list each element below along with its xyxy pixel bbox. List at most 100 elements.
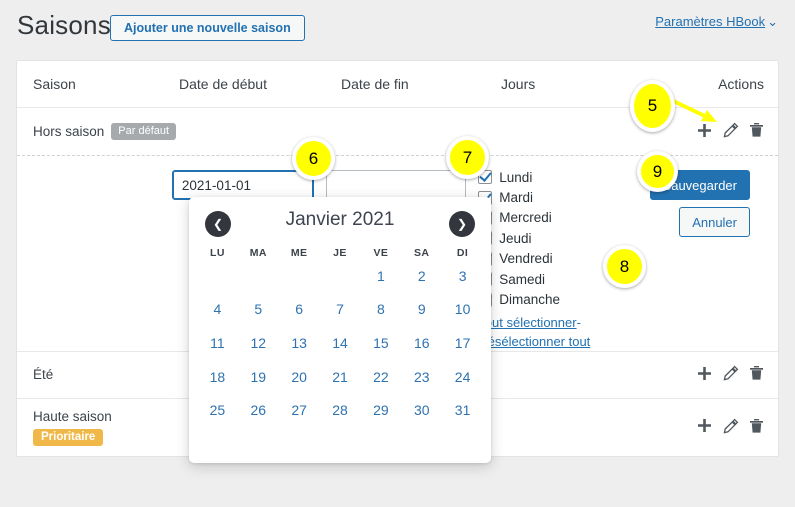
weekday-label: JE [333, 247, 347, 259]
datepicker-day[interactable]: 27 [291, 402, 307, 419]
datepicker-day[interactable]: 2 [417, 267, 426, 284]
day-label: Mardi [499, 190, 534, 206]
day-label: Mercredi [499, 210, 552, 226]
page-header: Saisons Ajouter une nouvelle saison Para… [0, 0, 795, 60]
trash-icon[interactable] [749, 418, 764, 434]
links-separator: - [576, 314, 581, 330]
callout-badge-7: 7 [446, 136, 489, 179]
column-header-actions: Actions [718, 76, 764, 92]
datepicker-day[interactable]: 19 [250, 368, 267, 385]
season-edit-row: Lundi Mardi Mercredi Jeudi Vendredi Samedi Dim… [17, 156, 778, 352]
actions-cell [681, 122, 778, 142]
datepicker-day[interactable]: 7 [336, 301, 344, 318]
actions-cell [681, 417, 778, 437]
day-label: Vendredi [499, 251, 553, 267]
trash-icon[interactable] [749, 365, 764, 381]
season-name-cell: Hors saison Par défaut [17, 123, 179, 140]
column-header-days: Jours [501, 76, 536, 92]
weekday-label: DI [456, 247, 469, 259]
chevron-left-icon[interactable]: ❮ [205, 211, 231, 237]
column-header-season: Saison [33, 76, 76, 92]
datepicker-day[interactable]: 3 [458, 267, 467, 284]
datepicker-day[interactable]: 13 [291, 334, 307, 351]
column-header-start-date: Date de début [179, 76, 267, 92]
callout-badge-8: 8 [603, 245, 646, 288]
day-label: Lundi [499, 169, 533, 185]
datepicker-day[interactable]: 8 [376, 301, 385, 318]
datepicker-day[interactable]: 1 [376, 267, 385, 284]
callout-badge-5: 5 [630, 80, 675, 132]
plus-icon[interactable] [696, 122, 713, 139]
pencil-icon[interactable] [723, 418, 739, 434]
datepicker-day[interactable]: 17 [454, 334, 471, 351]
datepicker-day[interactable]: 23 [413, 368, 430, 385]
datepicker-day[interactable]: 14 [332, 334, 348, 351]
datepicker-day[interactable]: 12 [250, 334, 267, 351]
plus-icon[interactable] [696, 417, 713, 434]
datepicker-day[interactable]: 30 [413, 402, 430, 419]
checkbox-lundi[interactable] [478, 170, 493, 185]
datepicker-weekday-row: LU MA ME JE VE SA DI [189, 247, 491, 259]
chevron-right-icon[interactable]: ❯ [449, 211, 475, 237]
chevron-down-icon: ⌄ [767, 14, 778, 29]
end-date-field-cell [326, 170, 478, 200]
table-row: Haute saison Prioritaire [17, 399, 778, 456]
day-label: Dimanche [499, 292, 561, 308]
datepicker-day[interactable]: 5 [254, 301, 263, 318]
datepicker-day[interactable]: 28 [332, 402, 348, 419]
datepicker-day[interactable]: 24 [454, 368, 471, 385]
datepicker-header: ❮ Janvier 2021 ❯ [189, 197, 491, 247]
datepicker-day[interactable]: 16 [413, 334, 430, 351]
datepicker-day[interactable]: 11 [210, 334, 225, 351]
trash-icon[interactable] [749, 122, 764, 138]
select-links: Tout sélectionner- Désélectionner tout [478, 313, 606, 351]
column-header-end-date: Date de fin [341, 76, 409, 92]
datepicker-day[interactable]: 22 [373, 368, 389, 385]
datepicker-week-row: 4 5 6 7 8 9 10 [189, 293, 491, 327]
season-name-cell: Haute saison Prioritaire [17, 409, 179, 446]
status-badge: Par défaut [111, 123, 177, 140]
hbook-settings-link[interactable]: Paramètres HBook ⌄ [655, 14, 778, 30]
weekday-label: VE [373, 247, 389, 259]
datepicker-day[interactable]: 25 [209, 402, 226, 419]
select-all-link[interactable]: Tout sélectionner [478, 314, 577, 330]
pencil-icon[interactable] [723, 365, 739, 381]
cancel-button[interactable]: Annuler [679, 207, 750, 237]
day-checkbox-row[interactable]: Dimanche [478, 289, 649, 309]
datepicker-day[interactable]: 9 [417, 301, 426, 318]
season-name: Été [33, 367, 54, 383]
callout-badge-9: 9 [637, 151, 678, 192]
weekday-label: SA [414, 247, 430, 259]
datepicker-day[interactable]: 21 [332, 368, 348, 385]
datepicker-day[interactable]: 4 [213, 301, 222, 318]
callout-badge-6: 6 [292, 137, 335, 180]
season-name: Hors saison [33, 124, 105, 139]
season-name-cell: Été [17, 367, 179, 382]
day-label: Samedi [499, 271, 546, 287]
start-date-input[interactable] [171, 170, 314, 200]
day-checkbox-row[interactable]: Mercredi [478, 208, 649, 228]
add-season-button[interactable]: Ajouter une nouvelle saison [110, 15, 305, 41]
datepicker-day[interactable]: 6 [295, 301, 304, 318]
weekday-label: MA [249, 247, 267, 259]
day-label: Jeudi [499, 230, 532, 246]
datepicker-day[interactable]: 29 [373, 402, 389, 419]
datepicker-week-row: 11 12 13 14 15 16 17 [189, 326, 491, 360]
hbook-settings-label: Paramètres HBook [655, 14, 766, 29]
start-date-field-cell [171, 170, 326, 200]
datepicker-day[interactable]: 31 [454, 402, 471, 419]
datepicker-day[interactable]: 15 [373, 334, 389, 351]
day-checkbox-row[interactable]: Lundi [478, 167, 649, 187]
datepicker-day[interactable]: 26 [250, 402, 267, 419]
datepicker-day[interactable]: 18 [209, 368, 226, 385]
season-name: Haute saison [33, 408, 112, 424]
pencil-icon[interactable] [723, 122, 739, 138]
day-checkbox-row[interactable]: Mardi [478, 187, 649, 207]
plus-icon[interactable] [696, 365, 713, 382]
datepicker-day[interactable]: 20 [291, 368, 307, 385]
datepicker-week-row: 1 2 3 [189, 259, 491, 293]
end-date-input[interactable] [326, 170, 467, 200]
deselect-all-link[interactable]: Désélectionner tout [478, 333, 591, 349]
datepicker-day[interactable]: 10 [454, 301, 471, 318]
